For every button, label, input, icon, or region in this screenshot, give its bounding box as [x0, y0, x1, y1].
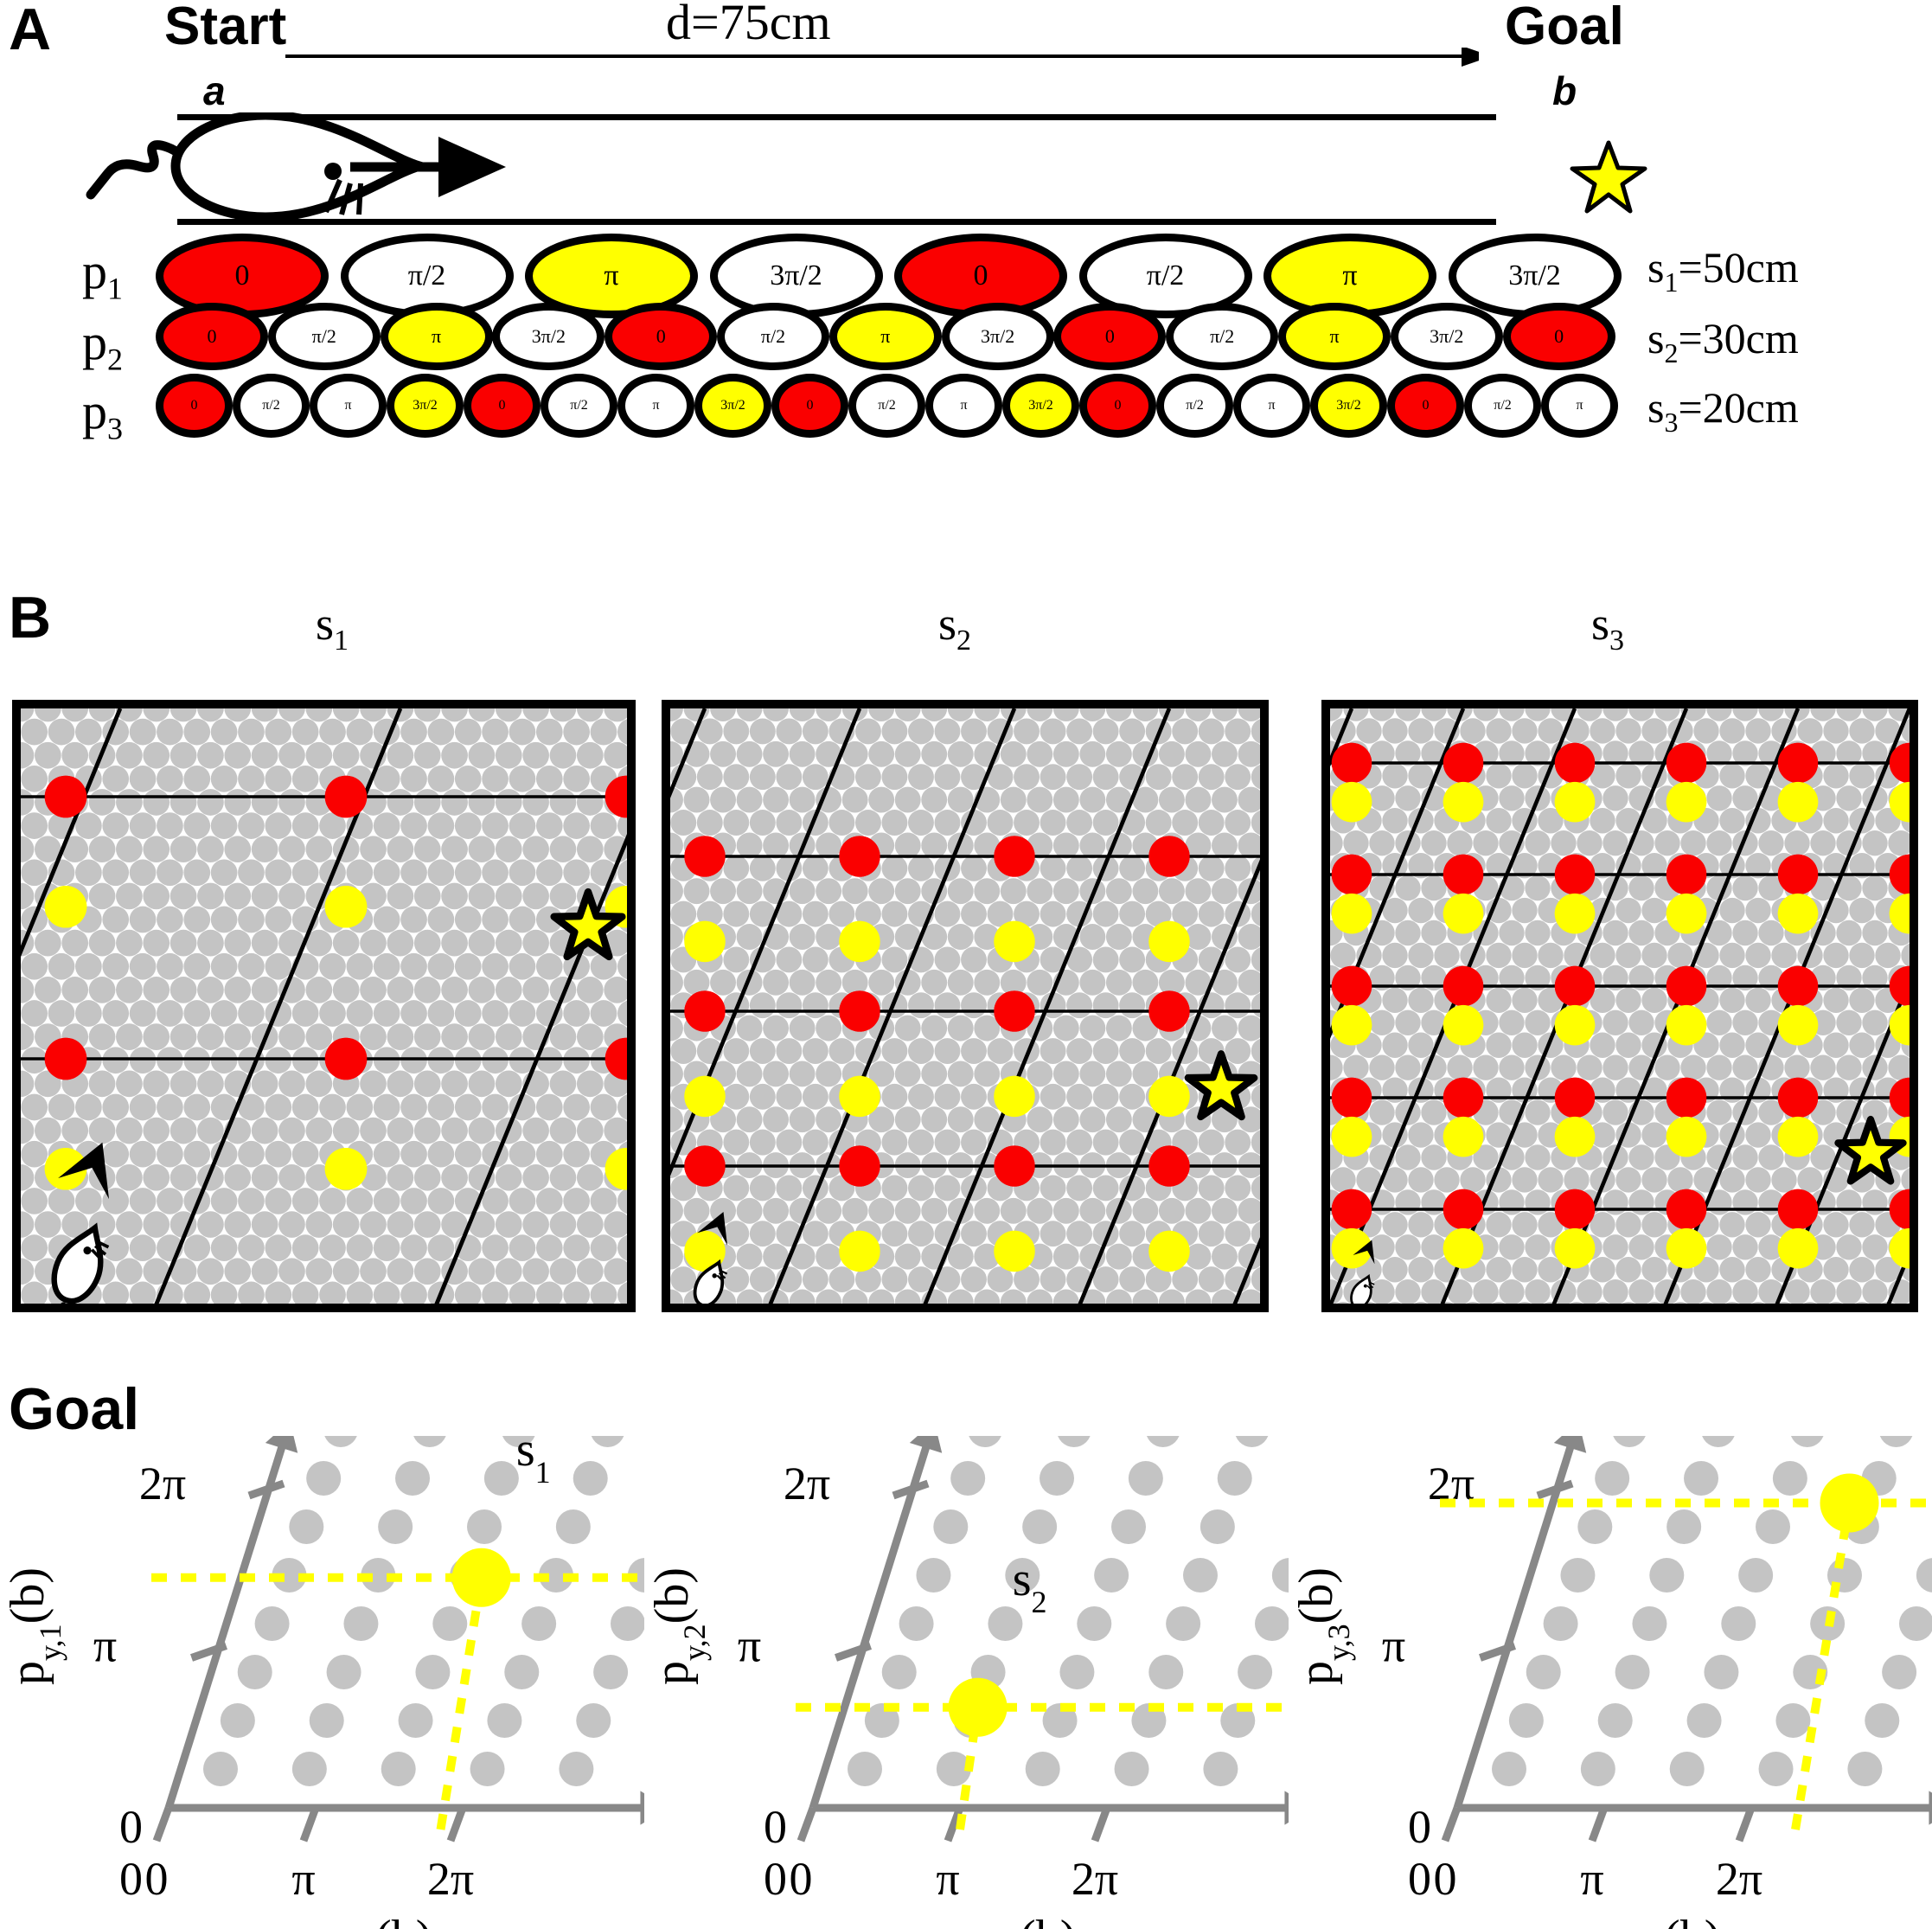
- svg-text:s1: s1: [516, 1436, 551, 1490]
- svg-text:py,2(b): py,2(b): [645, 1567, 712, 1685]
- svg-text:2π: 2π: [427, 1853, 474, 1905]
- svg-text:0: 0: [764, 1801, 787, 1853]
- svg-text:2π: 2π: [784, 1458, 830, 1509]
- svg-text:2π: 2π: [139, 1458, 186, 1509]
- svg-text:0: 0: [119, 1853, 143, 1905]
- svg-text:0: 0: [145, 1853, 169, 1905]
- svg-text:py,1(b): py,1(b): [1, 1567, 67, 1685]
- svg-text:s2: s2: [1013, 1553, 1047, 1619]
- svg-text:px,3(b): px,3(b): [1601, 1911, 1720, 1929]
- svg-text:py,3(b): py,3(b): [1289, 1567, 1356, 1685]
- svg-text:π: π: [93, 1620, 117, 1672]
- svg-text:0: 0: [764, 1853, 787, 1905]
- svg-text:2π: 2π: [1072, 1853, 1118, 1905]
- svg-text:π: π: [291, 1853, 315, 1905]
- svg-text:0: 0: [119, 1801, 143, 1853]
- svg-text:px,2(b): px,2(b): [956, 1911, 1076, 1929]
- svg-text:π: π: [936, 1853, 959, 1905]
- svg-text:0: 0: [1408, 1801, 1431, 1853]
- svg-text:px,1(b): px,1(b): [312, 1911, 432, 1929]
- svg-text:π: π: [1382, 1620, 1405, 1672]
- svg-text:0: 0: [790, 1853, 813, 1905]
- svg-text:0: 0: [1434, 1853, 1457, 1905]
- svg-text:π: π: [738, 1620, 761, 1672]
- svg-text:π: π: [1580, 1853, 1603, 1905]
- svg-text:2π: 2π: [1716, 1853, 1762, 1905]
- svg-text:0: 0: [1408, 1853, 1431, 1905]
